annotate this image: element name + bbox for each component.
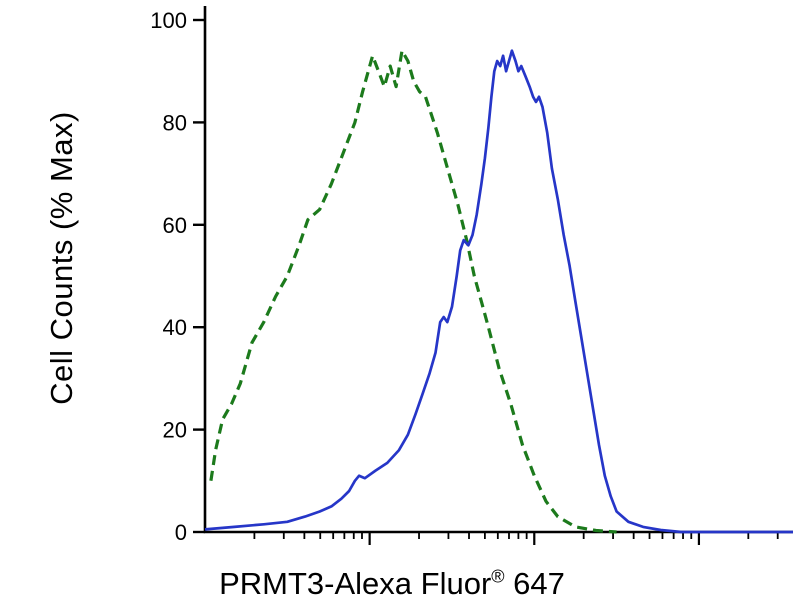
y-tick-label: 100 [150, 8, 187, 33]
y-tick-label: 0 [175, 520, 187, 545]
x-axis-label-main: PRMT3-Alexa Fluor [219, 566, 492, 600]
x-axis-label: PRMT3-Alexa Fluor® 647 [219, 566, 565, 600]
x-axis-label-suffix: 647 [504, 566, 565, 600]
unstained-control-curve [209, 49, 617, 534]
axes [203, 6, 793, 534]
axis-lines [203, 6, 793, 534]
y-tick-labels: 0 20 40 60 80 100 [150, 8, 187, 545]
registered-trademark-icon: ® [491, 566, 505, 587]
prmt3-alexa-fluor-647-curve [204, 49, 793, 534]
y-tick-label: 80 [163, 110, 187, 135]
histogram-curves [204, 49, 793, 534]
axis-ticks [193, 18, 779, 545]
y-axis-label: Cell Counts (% Max) [44, 111, 79, 405]
y-tick-label: 20 [163, 418, 187, 443]
y-tick-label: 60 [163, 213, 187, 238]
y-tick-label: 40 [163, 315, 187, 340]
